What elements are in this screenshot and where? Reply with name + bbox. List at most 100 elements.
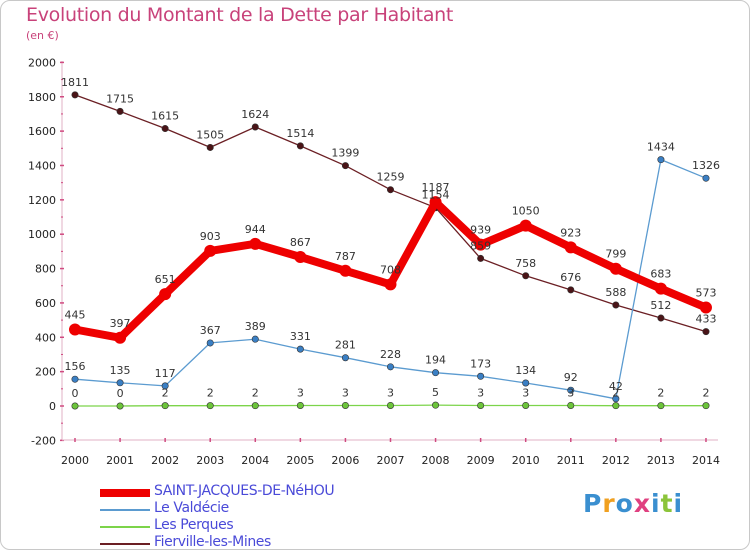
data-point <box>294 251 307 264</box>
data-label: 1187 <box>422 181 450 194</box>
legend-label-saint-jacques: SAINT-JACQUES-DE-NéHOU <box>154 483 335 499</box>
y-tick-label: 1600 <box>28 125 56 138</box>
data-point <box>474 238 487 251</box>
x-tick-label: 2001 <box>106 454 134 467</box>
data-point <box>519 219 532 232</box>
data-label: 676 <box>560 271 581 284</box>
data-point <box>612 402 620 410</box>
data-point <box>71 91 79 99</box>
series-layer <box>69 91 712 410</box>
data-label: 92 <box>564 371 578 384</box>
y-tick-label: 1400 <box>28 159 56 172</box>
legend-label-les-perques: Les Perques <box>154 517 234 533</box>
logo-letter: x <box>633 489 651 518</box>
data-label: 389 <box>245 320 266 333</box>
data-point <box>609 262 622 275</box>
data-label: 1505 <box>196 128 224 141</box>
data-label: 2 <box>702 387 709 400</box>
data-point <box>522 401 530 409</box>
logo-letter: t <box>660 489 674 518</box>
data-point <box>341 354 349 362</box>
x-tick-label: 2014 <box>692 454 720 467</box>
data-label: 573 <box>695 287 716 300</box>
data-label: 331 <box>290 330 311 343</box>
proxiti-logo: Proxiti <box>583 489 683 518</box>
data-label: 134 <box>515 364 536 377</box>
data-label: 2 <box>252 387 259 400</box>
x-tick-label: 2013 <box>647 454 675 467</box>
logo-letter: i <box>651 489 661 518</box>
data-point <box>429 196 442 209</box>
data-label: 799 <box>605 248 626 261</box>
data-label: 1811 <box>61 76 89 89</box>
data-point <box>339 264 352 277</box>
x-tick-label: 2000 <box>61 454 89 467</box>
data-label: 445 <box>65 309 86 322</box>
data-point <box>341 162 349 170</box>
data-label: 194 <box>425 354 446 367</box>
data-label: 588 <box>605 286 626 299</box>
data-point <box>206 143 214 151</box>
data-point <box>522 379 530 387</box>
data-point <box>477 254 485 262</box>
data-label: 367 <box>200 324 221 337</box>
data-point <box>204 244 217 257</box>
data-point <box>159 288 172 301</box>
data-label: 939 <box>470 224 491 237</box>
data-label: 651 <box>155 273 176 286</box>
data-label: 3 <box>342 386 349 399</box>
x-tick-label: 2009 <box>467 454 495 467</box>
data-point <box>612 395 620 403</box>
x-tick-label: 2012 <box>602 454 630 467</box>
y-tick-label: 400 <box>35 331 56 344</box>
data-label: 1514 <box>286 127 314 140</box>
logo-letter: i <box>673 489 684 518</box>
x-tick-label: 2003 <box>196 454 224 467</box>
data-point <box>251 402 259 410</box>
data-label: 228 <box>380 348 401 361</box>
data-point <box>296 401 304 409</box>
data-point <box>251 335 259 343</box>
data-point <box>71 402 79 410</box>
data-point <box>477 401 485 409</box>
data-point <box>69 323 81 336</box>
data-label: 173 <box>470 357 491 370</box>
data-point <box>116 402 124 410</box>
data-point <box>657 402 665 410</box>
data-label: 433 <box>695 313 716 326</box>
data-label: 1715 <box>106 92 134 105</box>
data-point <box>341 401 349 409</box>
data-point <box>657 156 665 164</box>
data-label: 1154 <box>422 189 450 202</box>
data-label: 397 <box>110 317 131 330</box>
x-tick-label: 2010 <box>512 454 540 467</box>
data-label: 281 <box>335 339 356 352</box>
data-label: 867 <box>290 236 311 249</box>
data-label: 1259 <box>376 171 404 184</box>
data-label: 42 <box>609 380 623 393</box>
logo-letter: o <box>615 489 634 518</box>
data-label: 2 <box>162 387 169 400</box>
x-tick-label: 2004 <box>241 454 269 467</box>
x-tick-label: 2005 <box>286 454 314 467</box>
unit-label: (en €) <box>26 29 59 42</box>
legend-swatch-les-perques <box>100 526 150 528</box>
legend-swatch-fierville <box>100 543 150 545</box>
data-point <box>206 402 214 410</box>
data-label: 1326 <box>692 159 720 172</box>
data-label: 758 <box>515 257 536 270</box>
data-label: 903 <box>200 230 221 243</box>
data-label: 3 <box>567 386 574 399</box>
data-point <box>116 107 124 115</box>
data-point <box>699 301 712 314</box>
data-point <box>386 401 394 409</box>
y-tick-label: 200 <box>35 366 56 379</box>
data-label: 2 <box>657 387 664 400</box>
data-point <box>702 328 710 336</box>
y-tick-label: -200 <box>31 434 56 447</box>
data-point <box>116 379 124 387</box>
data-point <box>432 401 440 409</box>
data-point <box>567 386 575 394</box>
data-label: 1399 <box>331 147 359 160</box>
